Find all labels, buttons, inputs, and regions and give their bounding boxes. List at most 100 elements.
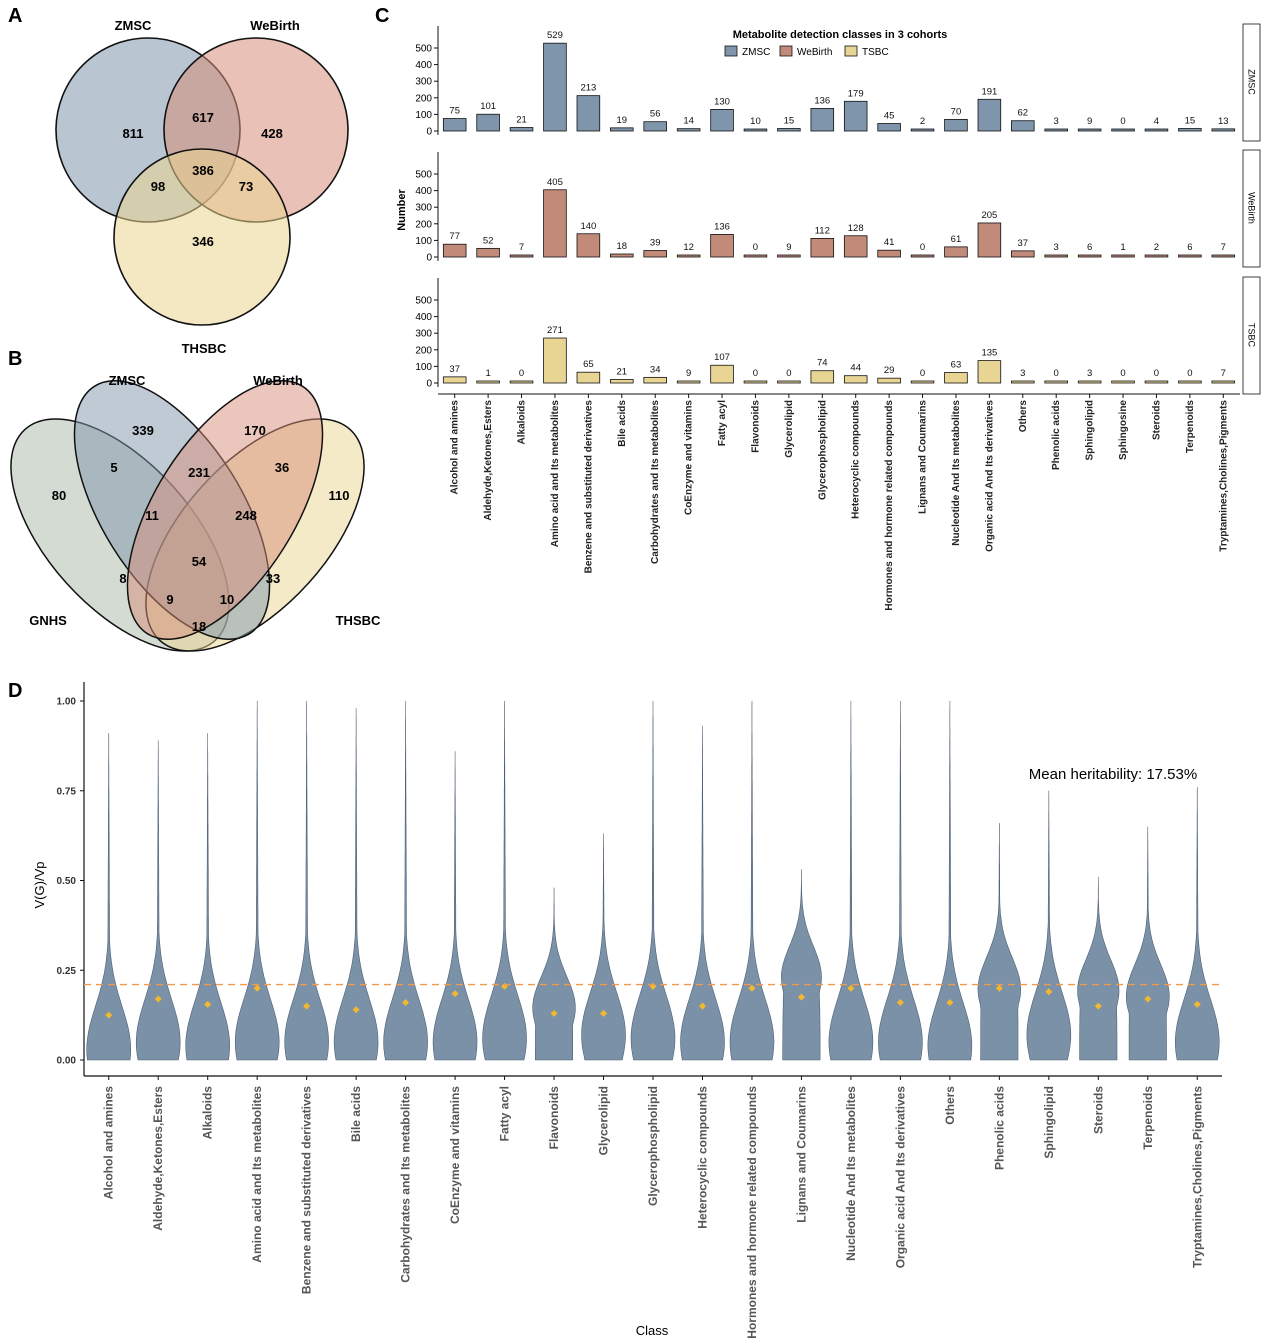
bar [710,234,734,258]
bar-value-label: 112 [815,225,830,236]
violin-mean-marker [995,984,1003,992]
violin-mean-marker [253,984,261,992]
bar-value-label: 179 [848,88,864,99]
d-x-tick-label: Glycerolipid [597,1086,611,1155]
violin [878,700,923,1061]
violin [135,740,181,1061]
bar-value-label: 1 [485,368,490,379]
violin [532,887,576,1061]
bar-value-label: 75 [449,106,460,117]
bar [509,380,534,384]
violin [927,700,973,1061]
bar [1211,254,1236,258]
d-x-tick-label: Fatty acyl [498,1086,512,1141]
x-tick-label: Lignans and Coumarins [918,400,929,514]
violin-mean-marker [946,999,954,1007]
violin-mean-marker [1094,1002,1102,1010]
bar [1077,128,1102,132]
bar [710,364,734,384]
bar [576,371,601,384]
x-tick-label: Phenolic acids [1051,400,1062,470]
venn4-set-zmsc: ZMSC [109,373,146,388]
d-x-tick-label: Glycerophospholipid [646,1086,660,1206]
panel-c: C Metabolite detection classes in 3 coho… [375,5,1261,611]
bar-value-label: 2 [1154,242,1159,253]
y-tick-label: 0 [426,253,432,264]
bar [877,123,901,132]
panel-d-annotation: Mean heritability: 17.53% [1029,766,1197,783]
panel-c-label: C [375,5,389,27]
violin [630,701,676,1061]
bar [676,128,701,132]
d-x-tick-label: Amino acid and Its metabolites [250,1086,264,1263]
d-x-tick-label: Organic acid And Its derivatives [893,1086,907,1269]
x-tick-label: Sphingolipid [1085,400,1096,461]
bar [777,380,801,384]
venn4-region: 33 [266,571,280,586]
bar-value-label: 191 [981,86,997,97]
bar [1111,128,1135,132]
venn4-region: 10 [220,592,234,607]
legend-label-webirth: WeBirth [797,47,832,58]
x-tick-label: Hormones and hormone related compounds [884,400,895,611]
bar-value-label: 44 [850,363,861,374]
bar [1044,128,1068,132]
bar-value-label: 0 [1154,368,1159,379]
y-tick-label: 100 [415,110,432,121]
violin [185,733,231,1061]
bar [1211,128,1236,132]
y-tick-label: 200 [415,219,432,230]
panel-d-plot: 0.00 0.25 0.50 0.75 1.00 Alcohol and amines Al… [57,682,1222,1339]
violin-mean-marker [797,993,805,1001]
y-tick-label: 100 [415,236,432,247]
venn4-region: 248 [235,508,257,523]
bar-value-label: 0 [1054,368,1059,379]
bar-value-label: 74 [817,358,828,369]
x-tick-label: Glycerolipid [784,400,795,458]
x-tick-label: CoEnzyme and vitamins [684,400,695,515]
bar-value-label: 34 [650,364,661,375]
y-tick-label: 400 [415,312,432,323]
bar [910,128,935,132]
bar [576,95,601,132]
bar [442,243,467,258]
d-x-tick-label: Aldehyde,Ketones,Esters [151,1086,165,1231]
venn4-region: 110 [329,488,350,503]
bar-value-label: 135 [981,348,997,359]
violin [581,832,626,1061]
venn4-set-thsbc: THSBC [336,613,381,628]
bar-value-label: 7 [1221,368,1226,379]
panel-d-xlabel: Class [636,1323,669,1338]
bar-value-label: 29 [884,365,895,376]
d-x-tick-label: Benzene and substituted derivatives [300,1086,314,1294]
bar-value-label: 140 [580,221,596,232]
panel-c-legend-title: Metabolite detection classes in 3 cohort… [733,29,948,41]
bar-value-label: 3 [1054,116,1059,127]
facet-strip-label-zmsc: ZMSC [1247,69,1257,95]
venn4-region: 231 [188,465,210,480]
x-tick-label: Bile acids [617,400,628,447]
bar [843,100,868,132]
bar-value-label: 62 [1018,108,1029,119]
bar [944,246,968,258]
violin-mean-marker [847,984,855,992]
violin-mean-marker [105,1011,113,1019]
bar [676,380,701,384]
bar [1077,380,1102,384]
bar [810,370,835,384]
bar-value-label: 0 [519,368,524,379]
bar-value-label: 7 [519,242,524,253]
bar [1111,380,1135,384]
panel-d: D 0.00 0.25 0.50 0.75 1.00 Alcohol and amines… [8,680,1222,1339]
bar [643,250,667,258]
bar-value-label: 70 [951,106,962,117]
bar [743,380,768,384]
bar-value-label: 15 [784,116,795,127]
legend-swatch-webirth [779,45,793,57]
x-tick-label: Fatty acyl [717,400,728,446]
venn3-set-thsbc: THSBC [182,341,227,356]
violin [284,700,329,1061]
bar [910,254,935,258]
violin [234,700,280,1061]
